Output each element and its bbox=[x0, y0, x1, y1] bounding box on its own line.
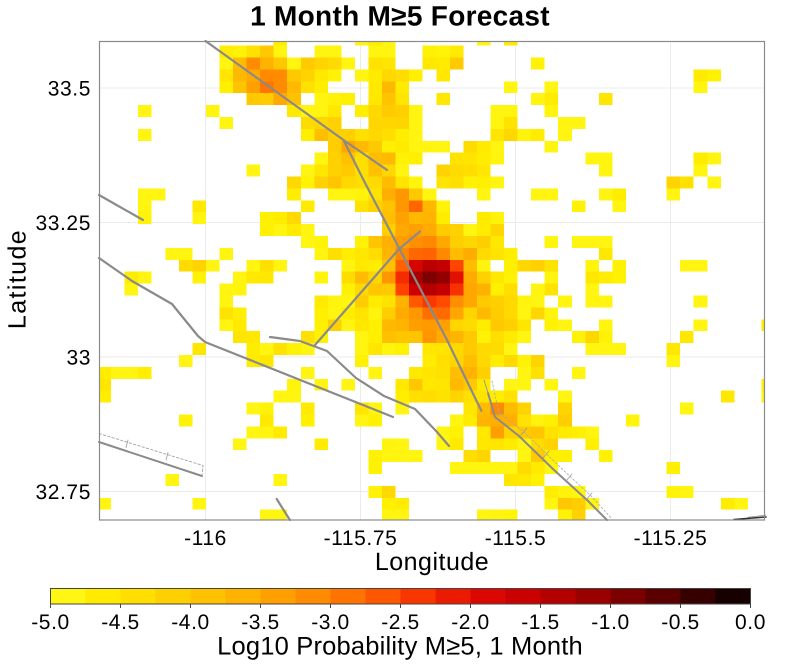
svg-text:-3.5: -3.5 bbox=[241, 611, 280, 634]
svg-text:-116: -116 bbox=[184, 527, 227, 550]
svg-text:-1.0: -1.0 bbox=[591, 611, 630, 634]
svg-text:1 Month M≥5 Forecast: 1 Month M≥5 Forecast bbox=[250, 1, 550, 32]
svg-text:-5.0: -5.0 bbox=[31, 611, 70, 634]
svg-text:-115.5: -115.5 bbox=[485, 527, 547, 550]
svg-text:-3.0: -3.0 bbox=[311, 611, 350, 634]
svg-text:32.75: 32.75 bbox=[35, 481, 91, 504]
svg-text:-4.0: -4.0 bbox=[171, 611, 210, 634]
svg-text:Latitude: Latitude bbox=[4, 229, 32, 329]
svg-text:-1.5: -1.5 bbox=[521, 611, 560, 634]
svg-text:Log10 Probability M≥5, 1 Month: Log10 Probability M≥5, 1 Month bbox=[217, 633, 583, 661]
svg-text:-115.25: -115.25 bbox=[634, 527, 708, 550]
svg-text:33.25: 33.25 bbox=[35, 212, 91, 235]
svg-text:-115.75: -115.75 bbox=[324, 527, 398, 550]
svg-text:-4.5: -4.5 bbox=[101, 611, 140, 634]
svg-text:33: 33 bbox=[66, 347, 91, 370]
svg-text:-0.5: -0.5 bbox=[661, 611, 700, 634]
svg-text:-2.0: -2.0 bbox=[451, 611, 490, 634]
svg-text:33.5: 33.5 bbox=[48, 78, 91, 101]
svg-text:-2.5: -2.5 bbox=[381, 611, 420, 634]
svg-text:Longitude: Longitude bbox=[375, 548, 489, 576]
svg-text:0.0: 0.0 bbox=[735, 611, 766, 634]
